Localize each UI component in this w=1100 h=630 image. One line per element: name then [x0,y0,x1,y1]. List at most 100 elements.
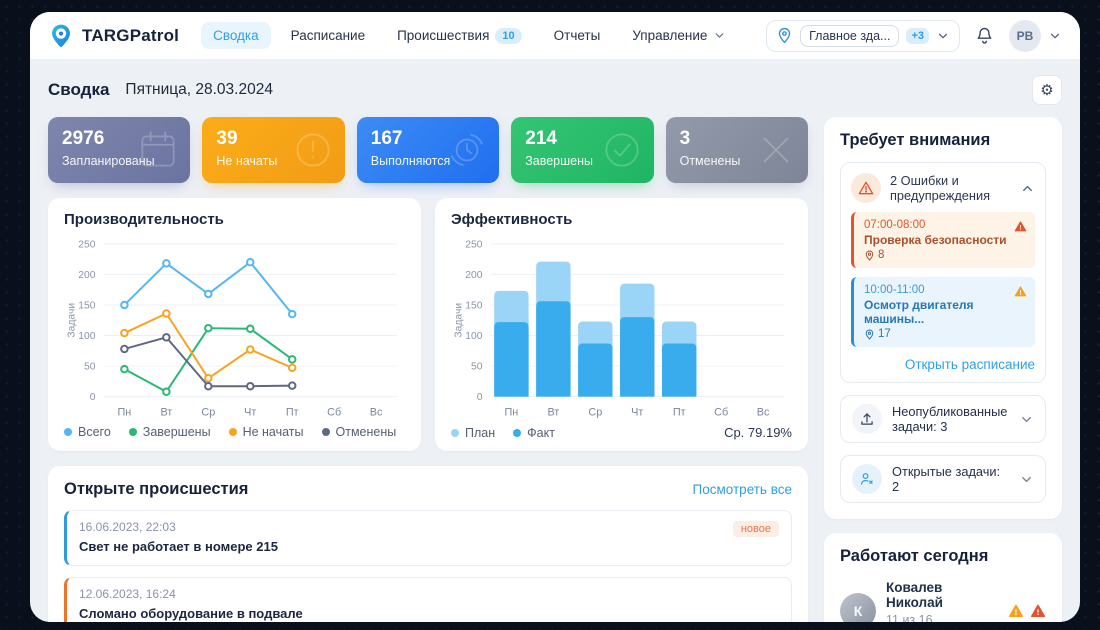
incident-date: 16.06.2023, 22:03 [79,520,176,535]
stat-label: Не начаты [216,154,278,168]
person-row[interactable]: К Ковалев Николай 11 из 16 завершены [840,580,1046,622]
stat-value: 214 [525,128,557,149]
chevron-down-icon [938,33,948,38]
legend-dot [451,428,459,437]
location-extra-badge: +3 [906,27,929,44]
performance-chart: 0 50 100 150 200 250 Пн Вт Ср Чт Пт Сб Вс Задачи [64,234,405,423]
nav-item-label: Расписание [290,28,366,43]
attention-card: Требует внимания 2 Ошибки и предупрежден… [824,117,1062,519]
location-pin-icon [778,27,791,44]
stat-card-planned[interactable]: 2976 Запланированы [48,117,191,183]
legend-item: План [451,426,495,440]
brand-logo-icon [52,24,70,47]
view-all-link[interactable]: Посмотреть все [692,482,792,498]
open-tasks-accordion[interactable]: Открытые задачи: 2 [840,455,1046,503]
legend-item: Не начаты [228,425,304,440]
incident-item[interactable]: 16.06.2023, 22:03 Свет не работает в номе… [64,510,792,567]
warning-triangle-icon [851,173,881,203]
legend-dot [321,428,330,437]
page-title: Сводка [48,80,110,99]
attention-item-time: 10:00-11:00 [864,284,925,296]
bell-icon [977,27,992,44]
nav-item-badge: 10 [495,27,522,44]
upload-icon [852,404,882,434]
svg-text:Вт: Вт [547,406,559,418]
person-progress: 11 из 16 завершены [886,613,933,622]
errors-warnings-accordion[interactable]: 2 Ошибки и предупреждения [851,173,1035,203]
legend-label: Не начаты [242,425,304,440]
warning-triangle-icon [1008,604,1024,617]
nav-item-incidents[interactable]: Происшествия 10 [385,22,534,50]
efficiency-chart-legend: План Факт Ср. 79.19% [451,425,792,440]
stat-card-not-started[interactable]: 39 Не начаты [202,117,345,183]
chevron-down-icon [1022,476,1031,482]
chevron-down-icon [716,33,724,38]
settings-button[interactable]: ⚙ [1032,75,1062,105]
svg-text:250: 250 [465,239,482,250]
user-avatar: РВ [1009,19,1041,52]
svg-text:50: 50 [471,362,483,373]
svg-text:Вс: Вс [370,406,383,418]
location-selector[interactable]: Главное зда... +3 [766,19,960,52]
top-navbar: TARGPatrol Сводка Расписание Происшествия 1… [30,12,1080,60]
attention-item[interactable]: 07:00-08:00 Проверка безопасности 8 [851,212,1035,268]
nav-item-summary[interactable]: Сводка [201,22,271,49]
attention-item[interactable]: 10:00-11:00 Осмотр двигателя машины... 17 [851,277,1035,347]
nav-item-management[interactable]: Управление [620,22,738,49]
stat-card-completed[interactable]: 214 Завершены [511,117,654,183]
attention-item-location: 8 [864,249,1025,261]
svg-text:250: 250 [78,239,95,250]
accordion-label: Открытые задачи: 2 [892,464,1001,494]
accordion-label: Неопубликованные задачи: 3 [892,404,1008,434]
brand[interactable]: TARGPatrol [48,22,179,50]
attention-item-title: Проверка безопасности [864,233,1007,247]
svg-text:0: 0 [90,392,96,403]
svg-text:100: 100 [78,331,95,342]
svg-text:Пн: Пн [118,406,132,418]
incident-item[interactable]: 12.06.2023, 16:24 Сломано оборудование в … [64,577,792,622]
nav-item-schedule[interactable]: Расписание [279,22,377,49]
app-window: TARGPatrol Сводка Расписание Происшествия 1… [30,12,1080,622]
accordion-label: 2 Ошибки и предупреждения [890,173,991,203]
svg-text:Чт: Чт [244,406,256,418]
svg-text:Сб: Сб [714,406,728,418]
new-badge: новое [732,521,779,538]
legend-label: Факт [527,425,555,440]
working-today-card: Работают сегодня К Ковалев Николай 11 из 1… [824,533,1062,622]
nav-item-reports[interactable]: Отчеты [542,22,613,49]
page-date: Пятница, 28.03.2024 [125,81,273,98]
legend-label: План [465,425,496,440]
efficiency-chart-card: Эффективность 0 50 100 150 200 250 Пн Вт Ср Чт Пт С… [435,198,808,452]
person-name: Ковалев Николай [886,580,943,610]
open-schedule-link[interactable]: Открыть расписание [904,357,1035,372]
performance-chart-card: Производительность 0 50 100 150 200 250 Пн Вт Ср… [48,198,421,452]
person-info: Ковалев Николай 11 из 16 завершены [886,580,998,622]
legend-dot [228,428,237,437]
svg-text:50: 50 [84,362,96,373]
nav-item-label: Отчеты [553,28,601,43]
stat-card-in-progress[interactable]: 167 Выполняются [356,117,500,183]
nav-item-label: Происшествия [397,28,490,43]
legend-dot [513,428,522,437]
warning-triangle-icon [1014,286,1027,297]
notifications-button[interactable] [974,25,995,46]
svg-text:Ср: Ср [201,406,215,418]
legend-dot [128,428,137,437]
stat-value: 167 [370,128,403,149]
person-x-icon [852,464,882,494]
avatar: К [840,592,876,622]
legend-dot [64,428,72,437]
attention-item-title: Осмотр двигателя машины... [864,298,974,326]
chevron-down-icon [1050,33,1060,38]
unpublished-tasks-accordion[interactable]: Неопубликованные задачи: 3 [840,395,1046,443]
user-menu[interactable]: РВ [1009,19,1062,52]
check-circle-icon [598,126,646,174]
incident-date: 12.06.2023, 16:24 [79,587,176,602]
clock-refresh-icon [443,126,491,174]
svg-text:Задачи: Задачи [66,303,77,338]
incidents-title: Открыте происшестия [64,480,249,499]
stat-card-cancelled[interactable]: 3 Отменены [665,117,808,183]
svg-text:Ср: Ср [588,406,602,418]
